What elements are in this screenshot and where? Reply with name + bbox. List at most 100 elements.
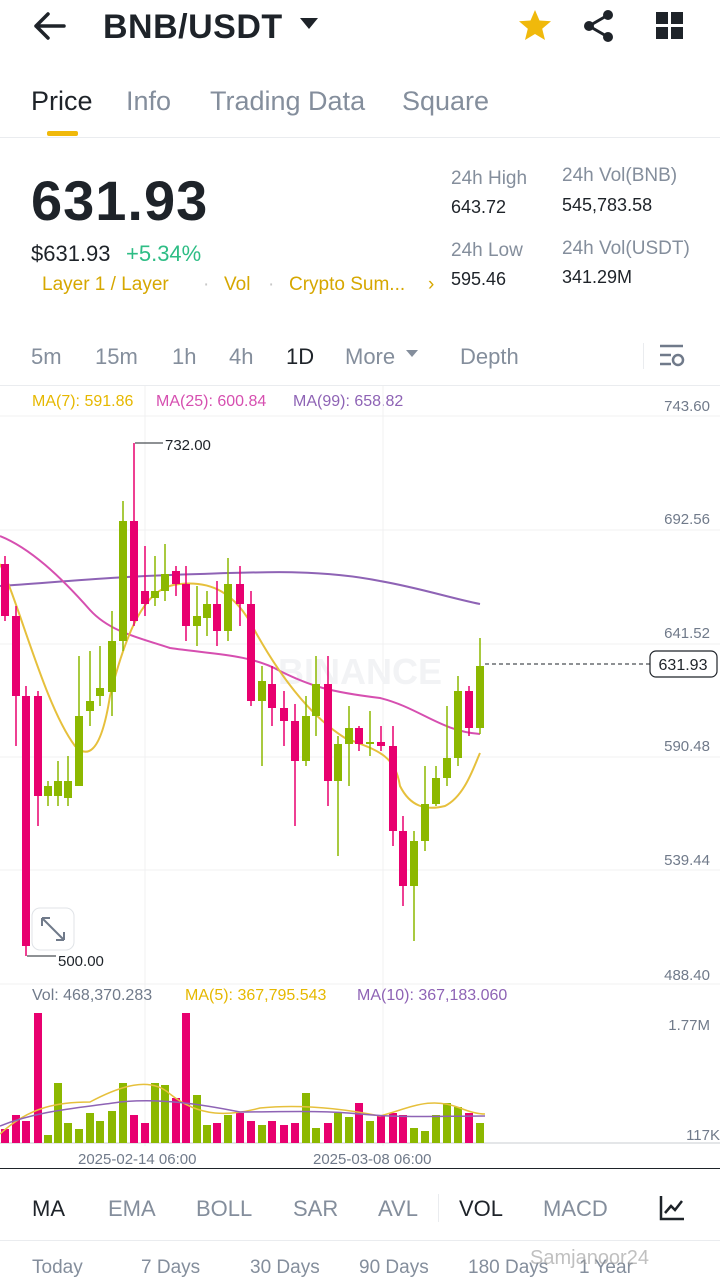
volume-bar xyxy=(1,1129,9,1143)
candle-body xyxy=(291,721,299,761)
range-30d[interactable]: 30 Days xyxy=(250,1257,320,1278)
high-marker: 732.00 xyxy=(165,437,211,454)
tag-layer[interactable]: Layer 1 / Layer xyxy=(42,274,169,295)
candle-body xyxy=(12,616,20,696)
candle-body xyxy=(345,728,353,744)
volume-bar xyxy=(130,1115,138,1143)
candle-body xyxy=(172,571,180,584)
divider xyxy=(0,1240,720,1241)
usd-price: $631.93 xyxy=(31,241,111,266)
volume-bar xyxy=(258,1125,266,1143)
range-today[interactable]: Today xyxy=(32,1257,83,1278)
volume-bar xyxy=(151,1083,159,1143)
back-arrow-icon[interactable] xyxy=(32,10,68,42)
volume-bar xyxy=(54,1083,62,1143)
candle-body xyxy=(389,746,397,831)
candle-body xyxy=(75,716,83,786)
tab-ema[interactable]: EMA xyxy=(108,1196,156,1221)
tab-vol[interactable]: VOL xyxy=(459,1196,504,1221)
tf-1h[interactable]: 1h xyxy=(172,344,197,369)
volume-bar xyxy=(334,1113,342,1143)
grid-menu-icon[interactable] xyxy=(654,10,686,42)
tab-sar[interactable]: SAR xyxy=(293,1196,339,1221)
tf-15m[interactable]: 15m xyxy=(95,344,138,369)
range-90d[interactable]: 90 Days xyxy=(359,1257,429,1278)
volume-bar xyxy=(366,1121,374,1143)
candle-body xyxy=(182,584,190,626)
volume-bar xyxy=(291,1123,299,1143)
volume-bar xyxy=(44,1135,52,1143)
candle-body xyxy=(130,521,138,621)
candle-body xyxy=(432,778,440,804)
volume-bar xyxy=(34,1013,42,1143)
more-caret-icon[interactable] xyxy=(405,349,419,359)
volume-bar xyxy=(454,1107,462,1143)
y-tick: 641.52 xyxy=(664,625,710,642)
volume-bar xyxy=(247,1121,255,1143)
tab-trading-data[interactable]: Trading Data xyxy=(210,86,366,116)
change-percent: +5.34% xyxy=(126,241,202,266)
tf-depth[interactable]: Depth xyxy=(460,344,519,369)
vol-ma5-line xyxy=(0,1083,486,1135)
tf-5m[interactable]: 5m xyxy=(31,344,62,369)
volume-bars xyxy=(1,1013,484,1143)
tf-4h[interactable]: 4h xyxy=(229,344,254,369)
vol-usdt-label: 24h Vol(USDT) xyxy=(562,238,690,259)
x-label: 2025-03-08 06:00 xyxy=(313,1151,432,1168)
candle-body xyxy=(247,604,255,701)
tag-crypto-summary[interactable]: Crypto Sum... xyxy=(289,274,406,295)
volume-bar xyxy=(86,1113,94,1143)
volume-bar xyxy=(172,1098,180,1143)
candle-body xyxy=(44,786,52,796)
tf-1d[interactable]: 1D xyxy=(286,344,315,369)
last-price-tag-box xyxy=(649,650,718,678)
chevron-right-icon[interactable]: › xyxy=(428,274,435,295)
range-180d[interactable]: 180 Days xyxy=(468,1257,549,1278)
tf-more[interactable]: More xyxy=(345,344,396,369)
volume-bar xyxy=(182,1013,190,1143)
vol-tick: 1.77M xyxy=(668,1017,710,1034)
tab-square[interactable]: Square xyxy=(402,86,490,116)
candle-body xyxy=(366,742,374,744)
volume-bar xyxy=(108,1111,116,1143)
volume-bar xyxy=(75,1129,83,1143)
indicator-settings-icon[interactable] xyxy=(658,1194,686,1222)
range-1y[interactable]: 1 Year xyxy=(579,1257,633,1278)
vol-tick: 117K xyxy=(686,1127,720,1144)
share-icon[interactable] xyxy=(581,8,617,44)
volume-bar xyxy=(410,1128,418,1143)
pair-title[interactable]: BNB/USDT xyxy=(103,8,283,46)
volume-bar xyxy=(280,1125,288,1143)
candlestick-chart[interactable]: BINANCE 732.00 500.00 631.93 xyxy=(0,386,720,1146)
candle-body xyxy=(236,584,244,604)
volume-bar xyxy=(236,1113,244,1143)
star-icon[interactable] xyxy=(517,8,553,44)
volume-bar xyxy=(389,1113,397,1143)
volume-bar xyxy=(193,1095,201,1143)
candle-body xyxy=(410,841,418,886)
vol-ma5-label: MA(5): 367,795.543 xyxy=(185,987,327,1004)
volume-bar xyxy=(224,1115,232,1143)
tag-vol[interactable]: Vol xyxy=(224,274,251,295)
candle-body xyxy=(280,708,288,721)
range-7d[interactable]: 7 Days xyxy=(141,1257,201,1278)
volume-bar xyxy=(161,1085,169,1143)
candle-body xyxy=(151,591,159,598)
tab-info[interactable]: Info xyxy=(126,86,172,116)
top-bar: BNB/USDT xyxy=(0,0,720,60)
tab-ma[interactable]: MA xyxy=(32,1196,65,1221)
tab-price[interactable]: Price xyxy=(31,86,93,116)
candle-body xyxy=(96,688,104,696)
candle-body xyxy=(421,804,429,841)
candles xyxy=(1,443,484,956)
candle-body xyxy=(465,691,473,728)
ma99-line xyxy=(0,571,481,605)
caret-down-icon[interactable] xyxy=(298,16,320,32)
candle-body xyxy=(454,691,462,758)
tab-avl[interactable]: AVL xyxy=(378,1196,418,1221)
candle-body xyxy=(312,684,320,716)
tab-boll[interactable]: BOLL xyxy=(196,1196,253,1221)
chart-settings-icon[interactable] xyxy=(657,342,687,370)
tab-macd[interactable]: MACD xyxy=(543,1196,608,1221)
vol-ma10-label: MA(10): 367,183.060 xyxy=(357,987,508,1004)
